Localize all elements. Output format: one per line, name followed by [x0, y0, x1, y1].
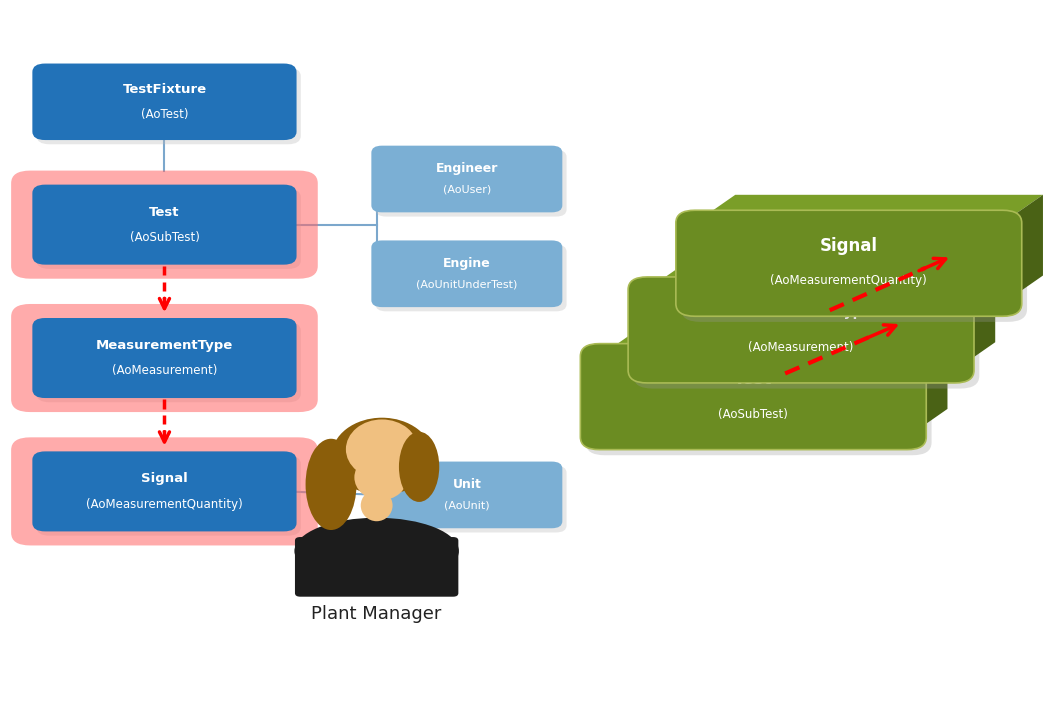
- FancyBboxPatch shape: [371, 240, 562, 307]
- Ellipse shape: [346, 419, 418, 479]
- Text: MeasurementType: MeasurementType: [95, 339, 233, 352]
- Polygon shape: [599, 329, 947, 356]
- FancyBboxPatch shape: [32, 451, 296, 531]
- Text: TestFixture: TestFixture: [122, 83, 207, 95]
- Polygon shape: [695, 194, 1043, 223]
- Text: (AoMeasurement): (AoMeasurement): [748, 341, 854, 354]
- Text: MeasurementType: MeasurementType: [729, 305, 873, 319]
- Polygon shape: [1003, 194, 1043, 303]
- FancyBboxPatch shape: [676, 210, 1022, 316]
- FancyBboxPatch shape: [633, 282, 979, 389]
- FancyBboxPatch shape: [376, 150, 567, 216]
- Text: (AoSubTest): (AoSubTest): [718, 408, 788, 420]
- Text: Test: Test: [150, 206, 179, 218]
- Ellipse shape: [294, 518, 458, 584]
- Polygon shape: [647, 261, 995, 289]
- FancyBboxPatch shape: [295, 537, 458, 597]
- Text: (AoUnit): (AoUnit): [443, 501, 490, 510]
- Ellipse shape: [399, 432, 439, 502]
- Ellipse shape: [306, 439, 356, 530]
- FancyBboxPatch shape: [628, 277, 974, 383]
- Text: Plant Manager: Plant Manager: [312, 605, 441, 623]
- FancyBboxPatch shape: [376, 245, 567, 312]
- Text: (AoMeasurementQuantity): (AoMeasurementQuantity): [86, 498, 243, 510]
- Text: (AoSubTest): (AoSubTest): [129, 231, 199, 244]
- FancyBboxPatch shape: [586, 350, 932, 456]
- FancyBboxPatch shape: [11, 437, 318, 545]
- Text: (AoUnitUnderTest): (AoUnitUnderTest): [416, 279, 518, 289]
- Text: Signal: Signal: [820, 237, 877, 255]
- FancyBboxPatch shape: [580, 344, 926, 449]
- FancyBboxPatch shape: [36, 68, 301, 144]
- FancyBboxPatch shape: [36, 456, 301, 536]
- Text: Test: Test: [734, 370, 772, 388]
- Text: Unit: Unit: [452, 478, 482, 491]
- Ellipse shape: [331, 418, 433, 495]
- Text: (AoMeasurement): (AoMeasurement): [111, 364, 218, 377]
- FancyBboxPatch shape: [32, 64, 296, 140]
- Ellipse shape: [354, 455, 407, 500]
- FancyBboxPatch shape: [371, 145, 562, 212]
- Polygon shape: [955, 261, 995, 370]
- FancyBboxPatch shape: [11, 304, 318, 412]
- Text: Signal: Signal: [141, 472, 188, 485]
- FancyBboxPatch shape: [681, 216, 1027, 322]
- Text: (AoUser): (AoUser): [442, 185, 491, 194]
- Text: (AoTest): (AoTest): [141, 108, 188, 121]
- FancyBboxPatch shape: [36, 322, 301, 402]
- FancyBboxPatch shape: [36, 189, 301, 269]
- FancyBboxPatch shape: [376, 466, 567, 532]
- Text: Engineer: Engineer: [436, 162, 498, 175]
- FancyBboxPatch shape: [32, 318, 296, 398]
- Text: (AoMeasurementQuantity): (AoMeasurementQuantity): [770, 274, 927, 287]
- Polygon shape: [907, 329, 947, 437]
- FancyBboxPatch shape: [371, 462, 562, 528]
- Ellipse shape: [361, 490, 393, 521]
- Text: Engine: Engine: [442, 257, 491, 270]
- FancyBboxPatch shape: [11, 171, 318, 279]
- FancyBboxPatch shape: [32, 185, 296, 265]
